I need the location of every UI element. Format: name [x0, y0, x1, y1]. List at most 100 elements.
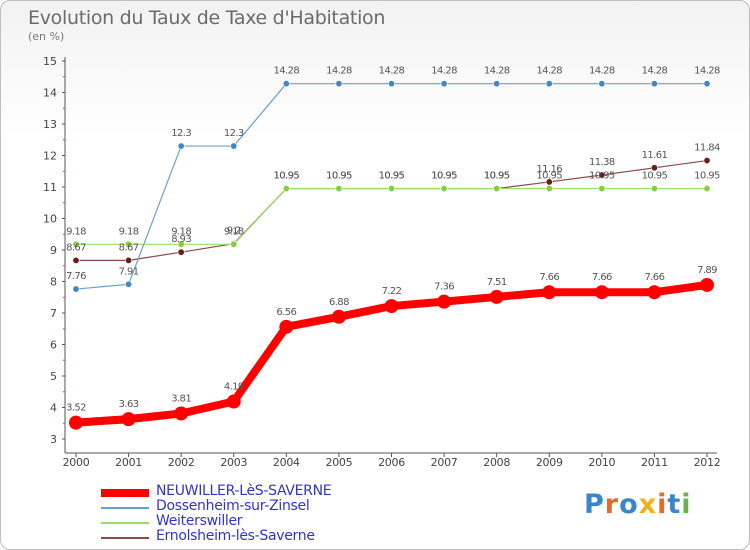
x-tick-label: 2003: [220, 456, 247, 469]
data-label-1: 12.3: [224, 128, 244, 139]
data-point-2: [282, 185, 290, 193]
data-label-1: 14.28: [484, 66, 510, 77]
data-point-0: [279, 319, 294, 334]
data-label-0: 7.51: [487, 277, 507, 288]
data-point-2: [335, 185, 343, 193]
data-point-2: [440, 185, 448, 193]
x-tick-label: 2001: [115, 456, 142, 469]
y-tick-label: 10: [43, 213, 57, 226]
x-tick-label: 2004: [273, 456, 300, 469]
x-tick-label: 2002: [168, 456, 195, 469]
data-point-2: [545, 185, 553, 193]
data-point-1: [72, 285, 80, 293]
data-point-1: [493, 80, 501, 88]
data-label-3: 8.93: [171, 234, 191, 245]
x-tick-label: 2010: [588, 456, 615, 469]
data-point-1: [545, 80, 553, 88]
chart-title: Evolution du Taux de Taxe d'Habitation: [28, 7, 386, 29]
legend-swatch: [101, 521, 149, 524]
y-tick-label: 9: [50, 244, 57, 257]
x-tick-label: 2000: [63, 456, 90, 469]
data-point-0: [226, 394, 241, 409]
x-tick-label: 2006: [378, 456, 405, 469]
logo-letter: o: [619, 489, 639, 520]
data-point-0: [700, 277, 714, 292]
data-point-3: [598, 171, 606, 179]
legend-label: NEUWILLER-LèS-SAVERNE: [156, 483, 332, 499]
data-point-0: [174, 406, 189, 421]
y-tick-label: 8: [50, 276, 57, 289]
data-label-1: 14.28: [326, 66, 352, 77]
data-label-3: 11.16: [536, 164, 562, 175]
data-label-0: 7.89: [697, 265, 717, 276]
logo-letter: x: [638, 489, 658, 520]
data-point-2: [230, 240, 238, 248]
data-label-0: 7.22: [382, 286, 402, 297]
y-tick-label: 5: [50, 370, 57, 383]
data-label-0: 6.56: [276, 307, 296, 318]
logo-letter: r: [604, 489, 620, 520]
y-tick-label: 11: [43, 181, 57, 194]
data-point-0: [437, 294, 452, 309]
data-point-1: [703, 80, 711, 88]
data-point-2: [493, 185, 501, 193]
data-label-1: 14.28: [274, 66, 300, 77]
data-label-2: 9.18: [119, 226, 139, 237]
x-tick-label: 2008: [483, 456, 510, 469]
data-point-0: [647, 285, 662, 300]
data-label-0: 7.66: [644, 272, 664, 283]
data-label-2: 10.95: [379, 171, 405, 182]
logo-letter: P: [584, 489, 605, 520]
data-label-0: 3.52: [66, 403, 86, 414]
y-tick-label: 12: [43, 150, 57, 163]
y-tick-label: 15: [43, 55, 57, 68]
data-point-0: [121, 412, 136, 427]
data-label-1: 14.28: [379, 66, 405, 77]
data-label-1: 14.28: [642, 66, 668, 77]
data-point-1: [125, 280, 133, 288]
data-point-0: [69, 415, 83, 430]
data-point-2: [598, 185, 606, 193]
data-label-2: 10.95: [484, 171, 510, 182]
data-point-1: [598, 80, 606, 88]
chart-subtitle: (en %): [28, 30, 65, 43]
data-label-1: 12.3: [171, 128, 191, 139]
data-label-3: 10.95: [484, 171, 510, 182]
legend-swatch: [101, 506, 149, 509]
proxiti-logo: Proxiti: [584, 489, 692, 520]
data-point-2: [125, 240, 133, 248]
data-point-0: [542, 285, 557, 300]
data-label-2: 10.95: [274, 171, 300, 182]
data-label-1: 14.28: [589, 66, 615, 77]
data-label-2: 10.95: [326, 171, 352, 182]
x-tick-label: 2007: [431, 456, 458, 469]
data-label-0: 7.66: [592, 272, 612, 283]
data-label-2: 10.95: [536, 171, 562, 182]
data-label-2: 9.18: [224, 226, 244, 237]
data-label-2: 10.95: [642, 171, 668, 182]
data-label-1: 14.28: [431, 66, 457, 77]
data-point-3: [72, 256, 80, 264]
data-point-2: [703, 185, 711, 193]
legend-swatch: [101, 536, 149, 539]
data-point-1: [335, 80, 343, 88]
data-label-1: 7.91: [119, 266, 139, 277]
data-label-3: 10.95: [326, 171, 352, 182]
data-label-0: 6.88: [329, 297, 349, 308]
data-point-2: [177, 240, 185, 248]
data-point-2: [650, 185, 658, 193]
y-tick-label: 14: [43, 87, 57, 100]
x-tick-label: 2011: [641, 456, 668, 469]
data-point-1: [282, 80, 290, 88]
data-label-3: 10.95: [379, 171, 405, 182]
data-label-0: 4.19: [224, 382, 244, 393]
data-label-3: 11.61: [642, 150, 668, 161]
x-tick-label: 2012: [694, 456, 721, 469]
data-label-2: 10.95: [431, 171, 457, 182]
data-label-2: 10.95: [694, 171, 720, 182]
y-tick-label: 4: [50, 402, 57, 415]
legend-label: Dossenheim-sur-Zinsel: [156, 498, 310, 514]
y-tick-label: 13: [43, 118, 57, 131]
data-label-3: 10.95: [274, 171, 300, 182]
data-label-3: 8.67: [66, 242, 86, 253]
